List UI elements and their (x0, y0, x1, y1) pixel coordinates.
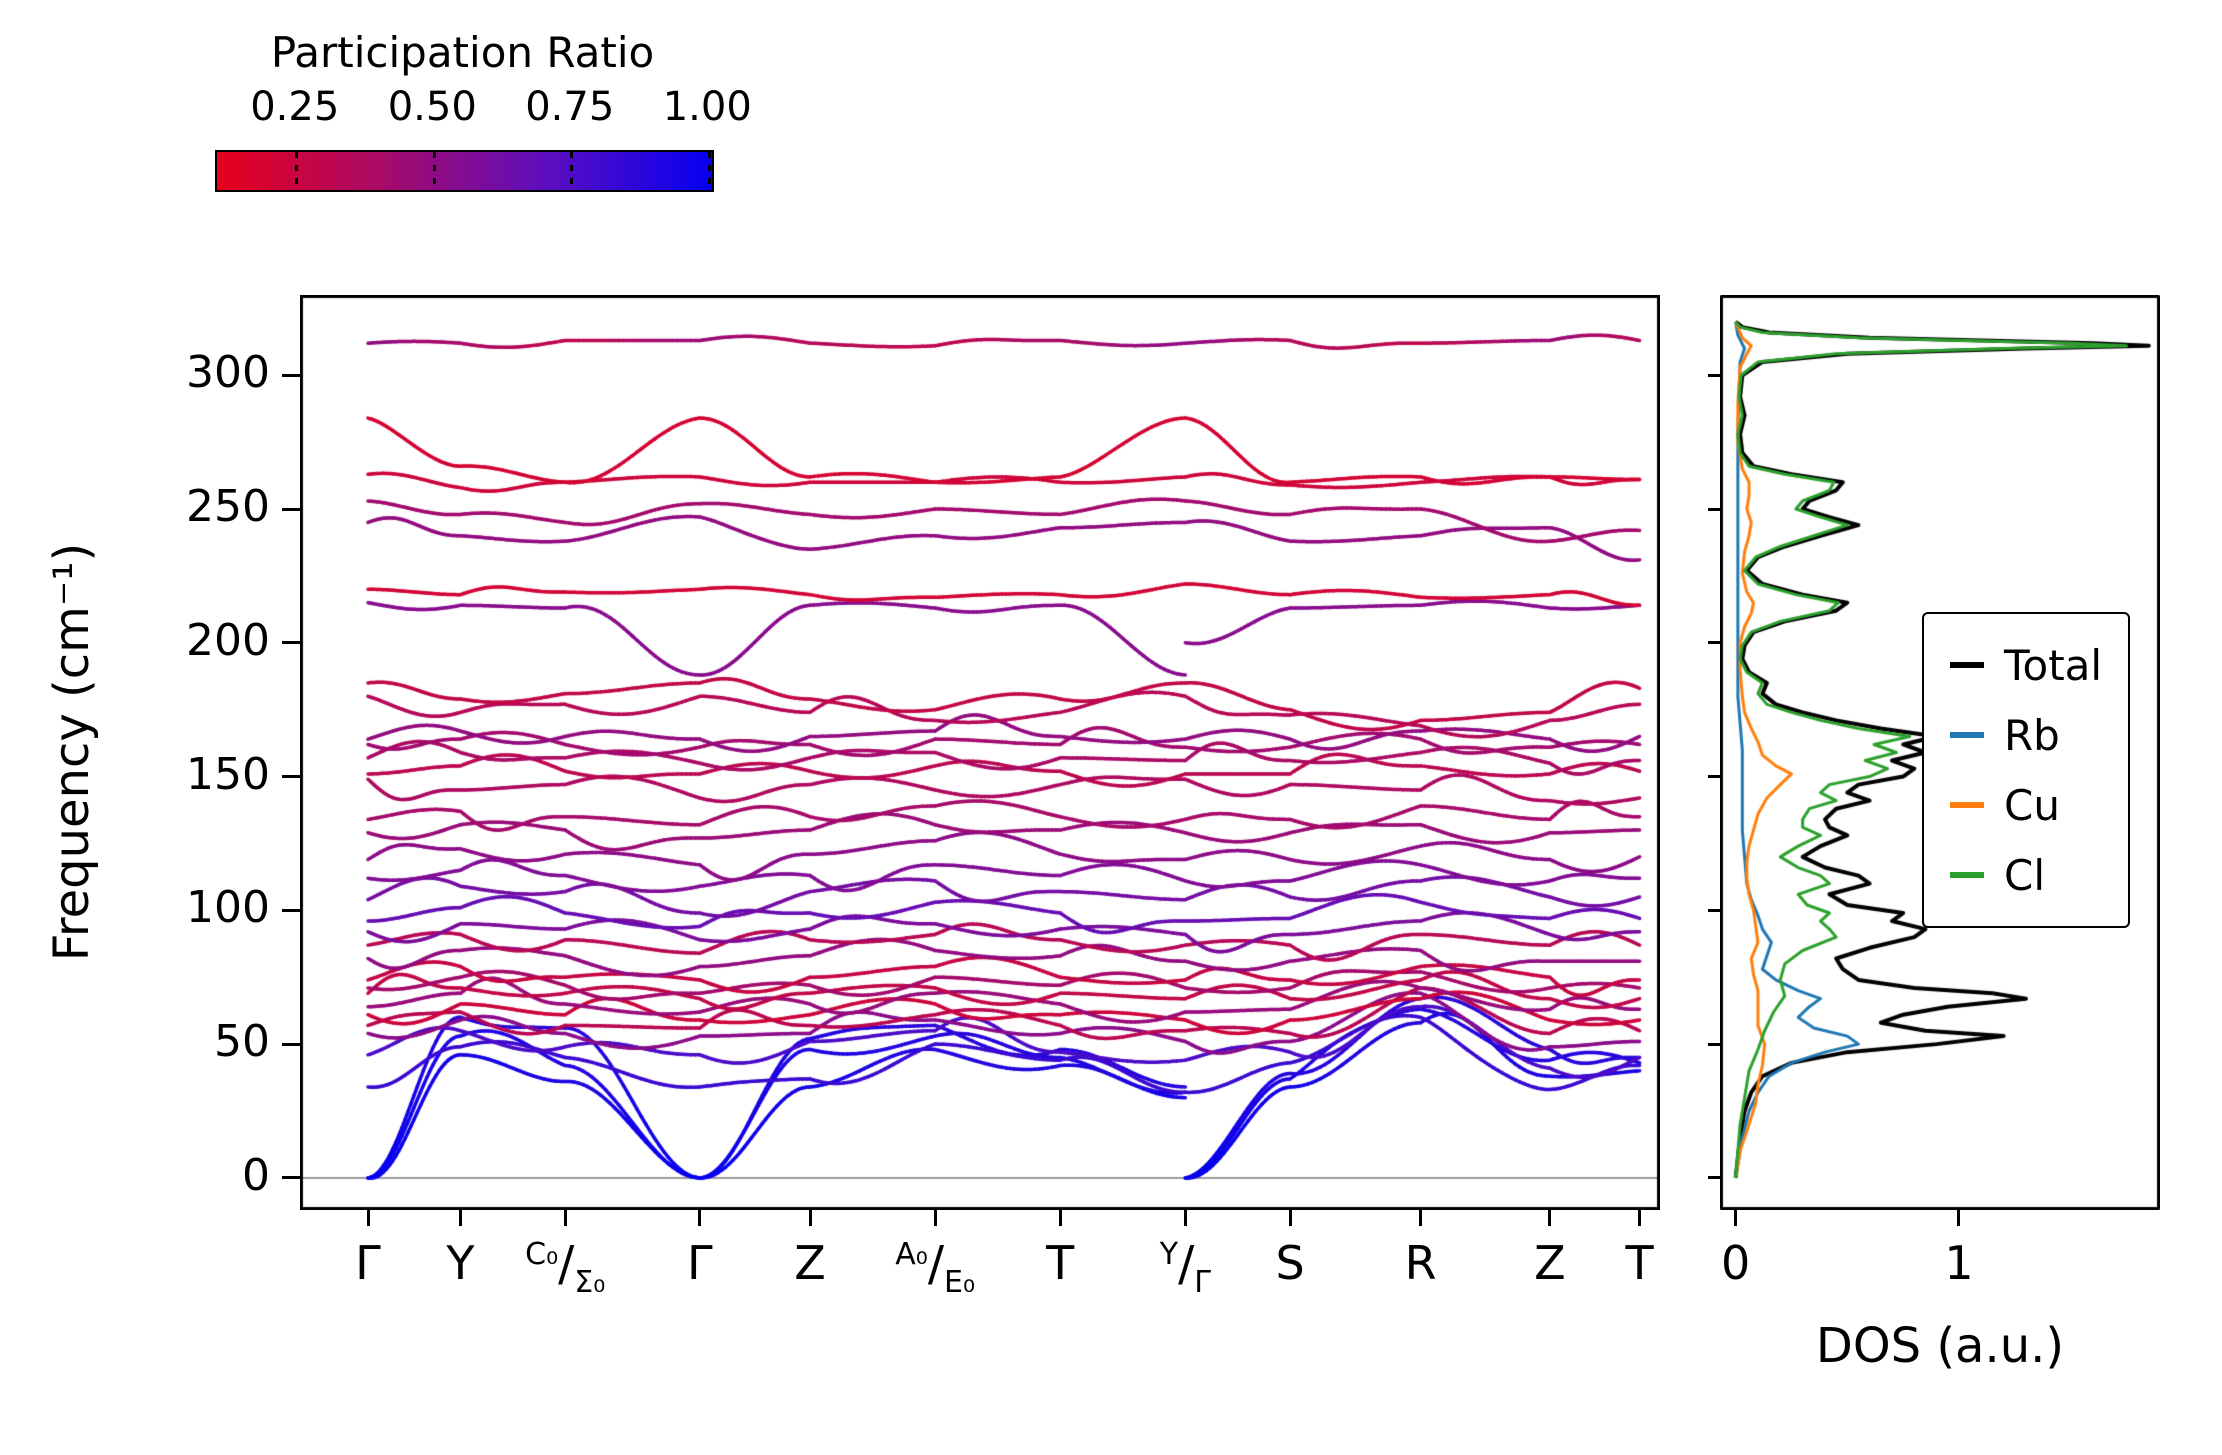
dos-x-tick-mark (1734, 1210, 1738, 1226)
x-tick-label: C₀/Σ₀ (525, 1237, 605, 1298)
x-tick-label-part: / (558, 1236, 575, 1292)
legend-entry-total: Total (1950, 632, 2102, 698)
x-tick-label: T (1625, 1236, 1654, 1290)
x-tick-mark (366, 1210, 370, 1226)
y-tick-mark (282, 1042, 300, 1046)
legend-label-total: Total (2004, 640, 2103, 690)
x-tick-mark (1548, 1210, 1552, 1226)
colorbar-tick-label: 0.75 (525, 84, 615, 130)
colorbar-tick-mark (432, 152, 436, 190)
x-tick-mark (1058, 1210, 1062, 1226)
colorbar-tick-mark (707, 152, 711, 190)
legend-entry-cu: Cu (1950, 772, 2102, 838)
y-tick-label: 200 (186, 614, 270, 666)
x-tick-label: Z (1534, 1236, 1566, 1290)
x-tick-label: Y (446, 1236, 475, 1290)
x-tick-label: Γ (687, 1236, 713, 1290)
x-tick-label: Γ (355, 1236, 381, 1290)
y-tick-mark (282, 1176, 300, 1180)
dos-y-tick-mark (1708, 908, 1720, 912)
x-tick-mark (698, 1210, 702, 1226)
x-tick-mark (458, 1210, 462, 1226)
y-tick-mark (282, 373, 300, 377)
x-tick-label: T (1046, 1236, 1075, 1290)
dos-legend: Total Rb Cu Cl (1922, 612, 2131, 928)
colorbar-title: Participation Ratio (270, 28, 655, 77)
dos-y-tick-mark (1708, 641, 1720, 645)
legend-label-cl: Cl (2004, 850, 2045, 900)
x-tick-label-part: A₀ (895, 1237, 928, 1272)
colorbar-tick-label: 0.25 (250, 84, 340, 130)
x-tick-mark (563, 1210, 567, 1226)
x-tick-label: A₀/E₀ (895, 1237, 975, 1298)
y-axis-label: Frequency (cm⁻¹) (44, 542, 100, 962)
x-tick-label-part: Γ (1194, 1265, 1211, 1300)
y-tick-label: 100 (186, 882, 270, 934)
legend-line-cu-icon (1950, 802, 1984, 808)
dos-y-tick-mark (1708, 1176, 1720, 1180)
x-tick-mark (933, 1210, 937, 1226)
y-tick-label: 300 (186, 347, 270, 399)
dos-y-tick-mark (1708, 1042, 1720, 1046)
y-tick-label: 50 (214, 1016, 270, 1068)
band-structure-canvas (300, 295, 1660, 1210)
colorbar-tick-label: 0.50 (387, 84, 477, 130)
x-tick-label-part: / (927, 1236, 944, 1292)
y-tick-mark (282, 641, 300, 645)
legend-line-cl-icon (1950, 872, 1984, 878)
x-tick-mark (1288, 1210, 1292, 1226)
dos-x-tick-mark (1957, 1210, 1961, 1226)
x-tick-label-part: C₀ (525, 1237, 559, 1272)
y-tick-mark (282, 775, 300, 779)
colorbar-tick-mark (570, 152, 574, 190)
x-tick-label: S (1275, 1236, 1305, 1290)
colorbar-tick-label: 1.00 (662, 84, 752, 130)
x-tick-label-part: E₀ (943, 1265, 975, 1300)
dos-y-tick-mark (1708, 775, 1720, 779)
legend-entry-rb: Rb (1950, 702, 2102, 768)
x-tick-label: R (1404, 1236, 1437, 1290)
legend-line-rb-icon (1950, 732, 1984, 738)
x-tick-mark (808, 1210, 812, 1226)
legend-line-total-icon (1950, 662, 1984, 668)
x-tick-mark (1638, 1210, 1642, 1226)
y-tick-mark (282, 507, 300, 511)
dos-x-axis-label: DOS (a.u.) (1815, 1318, 2065, 1374)
legend-label-cu: Cu (2004, 780, 2060, 830)
colorbar-tick-labels: 0.25 0.50 0.75 1.00 (215, 84, 752, 134)
dos-y-tick-mark (1708, 373, 1720, 377)
x-tick-label-part: Σ₀ (574, 1265, 606, 1300)
legend-label-rb: Rb (2004, 710, 2060, 760)
dos-y-tick-mark (1708, 507, 1720, 511)
y-tick-label: 250 (186, 481, 270, 533)
x-tick-label-part: / (1178, 1236, 1195, 1292)
y-tick-mark (282, 908, 300, 912)
colorbar-gradient (215, 150, 714, 192)
dos-x-tick-label: 0 (1720, 1236, 1751, 1290)
x-tick-mark (1419, 1210, 1423, 1226)
legend-entry-cl: Cl (1950, 842, 2102, 908)
dos-x-tick-label: 1 (1944, 1236, 1974, 1290)
y-tick-label: 150 (186, 748, 270, 800)
x-tick-mark (1183, 1210, 1187, 1226)
x-tick-label: Y/Γ (1159, 1237, 1211, 1298)
x-tick-label: Z (794, 1236, 826, 1290)
y-tick-label: 0 (242, 1149, 270, 1201)
x-tick-label-part: Y (1159, 1237, 1179, 1272)
colorbar-tick-mark (295, 152, 299, 190)
